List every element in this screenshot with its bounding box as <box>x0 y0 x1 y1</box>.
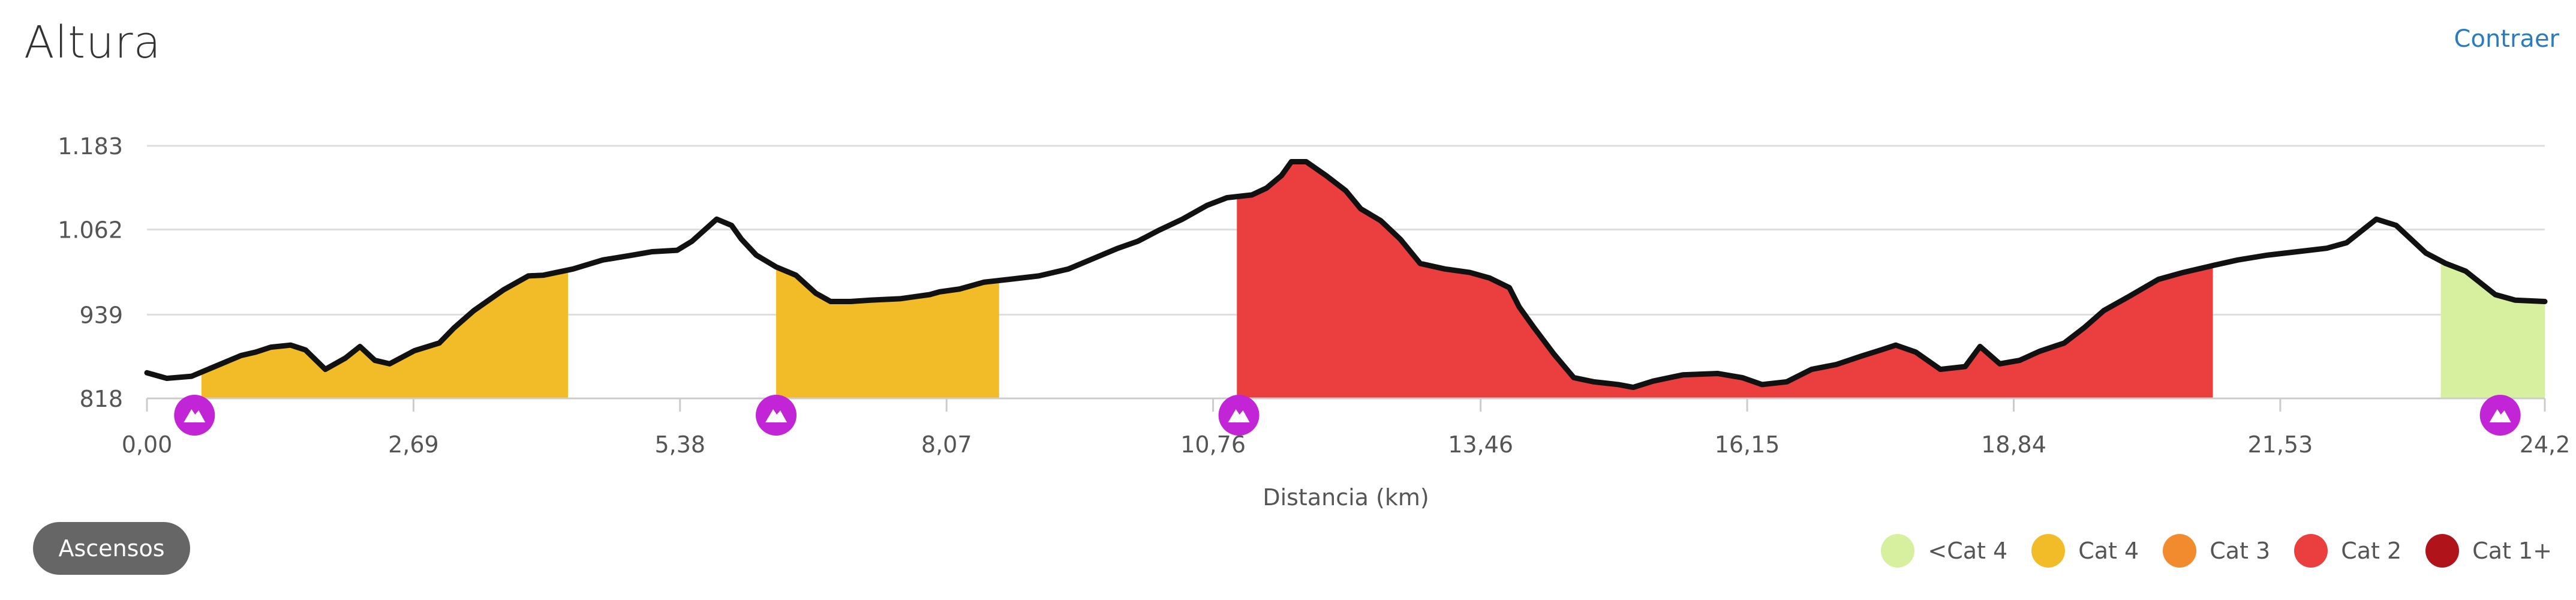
legend: <Cat 4 Cat 4 Cat 3 Cat 2 Cat 1+ <box>1857 534 2552 568</box>
climb-segment <box>1237 161 2213 398</box>
mountain-icon <box>2489 409 2511 422</box>
climb-marker[interactable] <box>2479 395 2521 436</box>
legend-label: Cat 1+ <box>2472 538 2552 564</box>
legend-item-cat3[interactable]: Cat 3 <box>2163 534 2270 568</box>
axis-layer: 818 939 1.062 1.183 0,00 2,69 5,38 8,07 10,76 13,… <box>58 133 2570 511</box>
legend-item-cat1plus[interactable]: Cat 1+ <box>2425 534 2552 568</box>
profile-line-layer <box>144 159 2548 391</box>
x-axis-title: Distancia (km) <box>1263 484 1429 511</box>
legend-swatch <box>2163 534 2197 568</box>
x-tick-label: 10,76 <box>1180 431 1246 458</box>
climb-marker[interactable] <box>174 395 215 436</box>
x-tick-label: 18,84 <box>1981 431 2046 458</box>
y-tick-label: 818 <box>79 386 123 412</box>
climb-marker-layer[interactable] <box>174 395 2521 436</box>
legend-label: Cat 2 <box>2341 538 2402 564</box>
y-tick-label: 939 <box>79 302 123 328</box>
legend-swatch <box>2425 534 2460 568</box>
climb-marker[interactable] <box>1218 395 1260 436</box>
climb-segment <box>776 266 999 398</box>
x-tick-label: 13,46 <box>1448 431 1513 458</box>
collapse-link[interactable]: Contraer <box>2454 25 2559 53</box>
legend-item-cat2[interactable]: Cat 2 <box>2294 534 2401 568</box>
climb-segment <box>2440 260 2545 398</box>
mountain-icon <box>184 409 206 422</box>
mountain-icon <box>765 409 787 422</box>
legend-label: Cat 4 <box>2078 538 2139 564</box>
x-tick-label: 0,00 <box>122 431 173 458</box>
elevation-profile-line <box>144 159 2548 391</box>
x-tick-label: 2,69 <box>388 431 439 458</box>
climb-area-layer <box>201 161 2545 398</box>
y-tick-label: 1.183 <box>58 133 123 160</box>
x-tick-label: 5,38 <box>655 431 706 458</box>
legend-swatch <box>2031 534 2066 568</box>
legend-swatch <box>2294 534 2328 568</box>
climbs-button[interactable]: Ascensos <box>33 522 190 575</box>
climb-segment <box>201 270 569 398</box>
legend-item-cat4[interactable]: Cat 4 <box>2031 534 2139 568</box>
legend-label: Cat 3 <box>2210 538 2271 564</box>
page-title: Altura <box>24 17 161 68</box>
x-tick-label: 16,15 <box>1715 431 1780 458</box>
mountain-icon <box>1228 409 1250 422</box>
legend-item-below-cat4[interactable]: <Cat 4 <box>1881 534 2007 568</box>
legend-label: <Cat 4 <box>1928 538 2008 564</box>
y-tick-label: 1.062 <box>58 217 123 244</box>
climb-marker[interactable] <box>756 395 797 436</box>
legend-swatch <box>1881 534 1915 568</box>
x-tick-label: 8,07 <box>921 431 972 458</box>
x-tick-label: 21,53 <box>2248 431 2313 458</box>
x-tick-label: 24,2 <box>2520 431 2571 458</box>
